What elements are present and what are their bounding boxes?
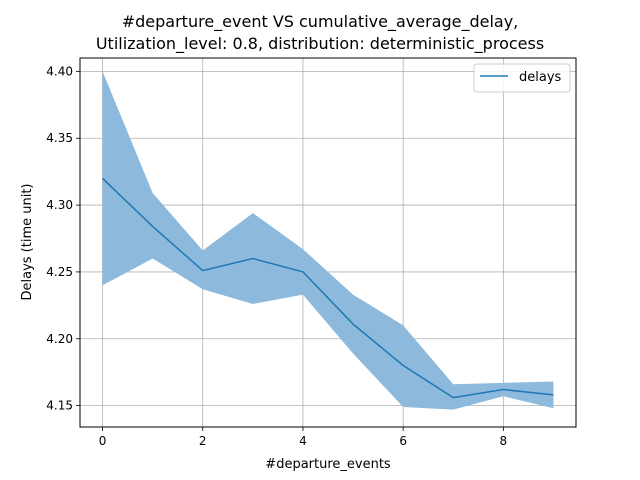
y-tick-label: 4.35 [46, 131, 73, 145]
grid [80, 58, 576, 427]
y-tick-label: 4.20 [46, 332, 73, 346]
y-tick-label: 4.40 [46, 64, 73, 78]
series-lines [102, 177, 554, 399]
legend: delays [473, 63, 571, 93]
x-tick-label: 2 [199, 434, 207, 448]
x-tick-label: 8 [500, 434, 508, 448]
legend-box [473, 63, 571, 93]
x-tick-label: 4 [299, 434, 307, 448]
plot-frame [79, 57, 577, 428]
y-tick-label: 4.25 [46, 265, 73, 279]
delays-line [102, 177, 554, 399]
x-tick-label: 6 [399, 434, 407, 448]
chart-title-line-2: Utilization_level: 0.8, distribution: de… [95, 34, 545, 53]
y-tick-label: 4.15 [46, 399, 73, 413]
x-axis-label: #departure_events [265, 457, 391, 472]
x-axis-ticks: 0 2 4 6 8 [99, 427, 507, 448]
y-tick-label: 4.30 [46, 198, 73, 212]
confidence-band [102, 71, 554, 410]
y-axis-ticks: 4.15 4.20 4.25 4.30 4.35 4.40 [46, 64, 80, 413]
legend-label: delays [519, 70, 562, 85]
chart-title-line-1: #departure_event VS cumulative_average_d… [121, 12, 519, 31]
x-tick-label: 0 [99, 434, 107, 448]
y-axis-label: Delays (time unit) [20, 183, 35, 300]
delays-band [102, 71, 554, 410]
